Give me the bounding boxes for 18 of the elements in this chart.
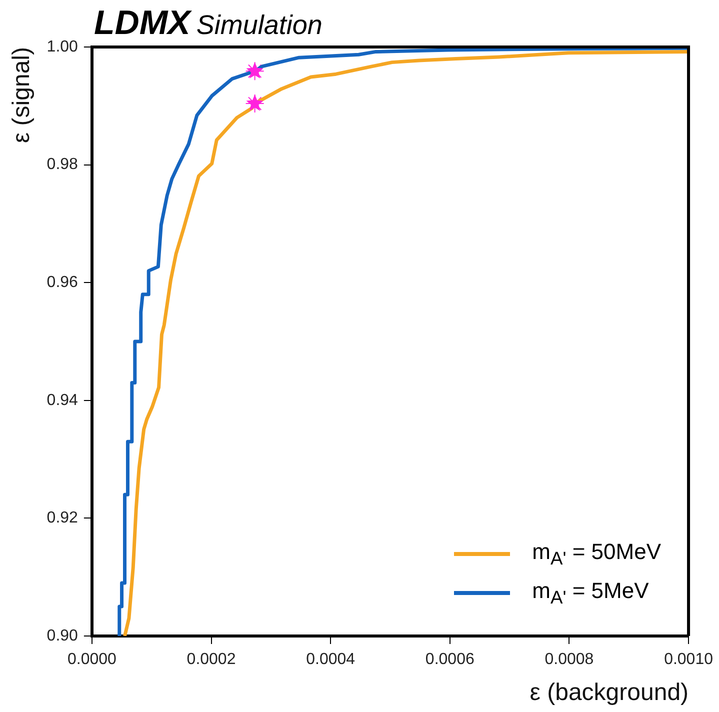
x-tick-label: 0.0000 xyxy=(67,651,117,668)
x-tick-label: 0.0006 xyxy=(425,651,474,668)
y-tick-label: 0.98 xyxy=(46,156,78,174)
y-tick-label: 0.92 xyxy=(46,510,78,527)
y-tick-label: 0.90 xyxy=(46,627,78,644)
chart-subtitle: Simulation xyxy=(196,10,322,40)
x-tick-label: 0.0008 xyxy=(544,651,594,668)
legend-label: m$_{A'}$ = 50MeV xyxy=(532,539,661,570)
y-tick-label: 0.96 xyxy=(46,274,78,292)
legend-label: m$_{A'}$ = 5MeV xyxy=(532,578,649,608)
x-axis-title: ε (background) xyxy=(530,679,689,706)
x-tick-label: 0.0004 xyxy=(306,651,356,668)
x-tick-label: 0.0010 xyxy=(664,651,714,668)
chart-title: LDMX xyxy=(94,4,190,42)
y-axis-title: ε (signal) xyxy=(8,47,36,144)
x-tick-label: 0.0002 xyxy=(186,651,236,668)
y-tick-label: 0.94 xyxy=(46,392,78,409)
y-tick-label: 1.00 xyxy=(46,38,78,56)
